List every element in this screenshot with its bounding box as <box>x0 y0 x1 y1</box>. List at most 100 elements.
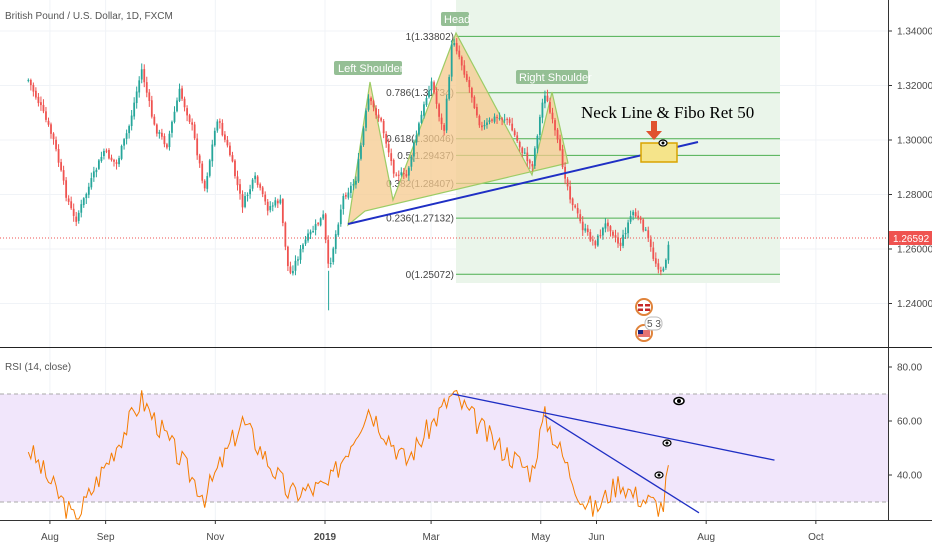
candle-body <box>57 149 60 163</box>
candle-body <box>218 121 221 123</box>
candle-body <box>334 234 337 249</box>
rsi-trendline[interactable] <box>452 393 775 461</box>
candle-body <box>216 121 219 131</box>
price-point <box>493 118 494 119</box>
candle-body <box>657 263 660 270</box>
candle-body <box>521 147 524 154</box>
candle-body <box>511 123 514 131</box>
rsi-point <box>328 485 329 486</box>
price-point <box>305 240 306 241</box>
rsi-trendline[interactable] <box>544 415 700 514</box>
candle-body <box>642 219 645 231</box>
candle-body <box>27 79 30 81</box>
candle-body <box>246 194 249 196</box>
price-tick-label: 1.26000 <box>897 245 932 256</box>
candle-body <box>629 216 632 222</box>
candle-body <box>355 180 357 185</box>
candle-body <box>133 102 136 117</box>
candle-body <box>375 108 377 116</box>
rsi-line <box>27 389 669 520</box>
candle-body <box>506 118 509 120</box>
candle-body <box>483 124 486 127</box>
candle-body <box>412 142 415 157</box>
candle-body <box>213 130 216 146</box>
candle-body <box>32 84 35 92</box>
price-point <box>103 150 104 151</box>
candle-body <box>269 206 272 211</box>
candle-body <box>135 91 138 104</box>
rsi-tick-label: 40.00 <box>897 471 922 482</box>
candle-body <box>654 258 657 264</box>
candle-body <box>226 139 229 146</box>
candle-body <box>118 158 120 165</box>
price-point <box>582 227 583 228</box>
candle-body <box>491 119 493 121</box>
eye-icon <box>654 471 664 479</box>
price-tick-label: 1.24000 <box>897 299 932 310</box>
price-point <box>116 164 117 165</box>
rsi-point <box>582 499 583 500</box>
candle-body <box>259 184 262 188</box>
candle-body <box>488 120 491 122</box>
candle-body <box>594 241 597 246</box>
candle-body <box>75 216 78 222</box>
candle-body <box>460 56 463 66</box>
rsi-trendlines[interactable] <box>452 393 775 514</box>
candle-body <box>599 235 602 237</box>
candle-body <box>29 79 32 86</box>
fib-level-label: 0.236(1.27132) <box>386 214 454 225</box>
candle-body <box>178 88 181 101</box>
neckline-trendline[interactable] <box>347 141 699 225</box>
candle-body <box>312 231 314 233</box>
event-count-badge[interactable]: 5 3 <box>644 316 663 331</box>
candle-body <box>503 119 506 121</box>
price-point <box>607 221 608 222</box>
candle-body <box>143 69 146 83</box>
candle-body <box>402 173 405 175</box>
candle-body <box>171 121 173 133</box>
rsi-band <box>0 394 888 502</box>
price-point <box>368 99 369 100</box>
price-candles <box>27 38 670 311</box>
candle-body <box>150 100 153 117</box>
candle-body <box>145 82 148 93</box>
price-point <box>556 139 557 140</box>
candle-body <box>130 115 133 127</box>
candle-body <box>516 135 519 142</box>
candle-body <box>561 149 564 168</box>
candle-body <box>183 98 186 108</box>
candle-body <box>337 224 340 235</box>
uk-event-badge[interactable] <box>635 298 653 316</box>
time-tick-label: May <box>531 532 550 543</box>
candle-body <box>609 226 612 232</box>
time-tick-label: Sep <box>97 532 115 543</box>
candle-body <box>281 199 284 223</box>
candle-body <box>430 81 433 91</box>
candle-body <box>360 145 362 159</box>
candle-body <box>125 133 128 139</box>
candle-body <box>619 242 622 247</box>
rsi-point <box>28 447 29 448</box>
candle-body <box>601 227 604 236</box>
rsi-tick-label: 80.00 <box>897 363 922 374</box>
candle-body <box>418 123 420 135</box>
price-point <box>468 85 469 86</box>
candle-body <box>72 208 75 216</box>
target-zone-box[interactable] <box>640 142 678 163</box>
candle-body <box>176 100 178 112</box>
candle-body <box>622 234 624 246</box>
candle-body <box>221 122 224 136</box>
candle-body <box>339 209 342 225</box>
candle-body <box>110 157 113 161</box>
rsi-point <box>204 496 205 497</box>
candle-body <box>649 239 652 247</box>
candle-body <box>470 87 473 98</box>
candle-body <box>34 90 37 98</box>
candle-body <box>528 160 531 164</box>
candle-body <box>475 107 478 116</box>
price-point <box>355 180 356 181</box>
candle-body <box>473 96 476 108</box>
candle-body <box>496 117 498 119</box>
candle-body <box>108 149 110 159</box>
fib-level-label: 1(1.33802) <box>406 32 454 43</box>
